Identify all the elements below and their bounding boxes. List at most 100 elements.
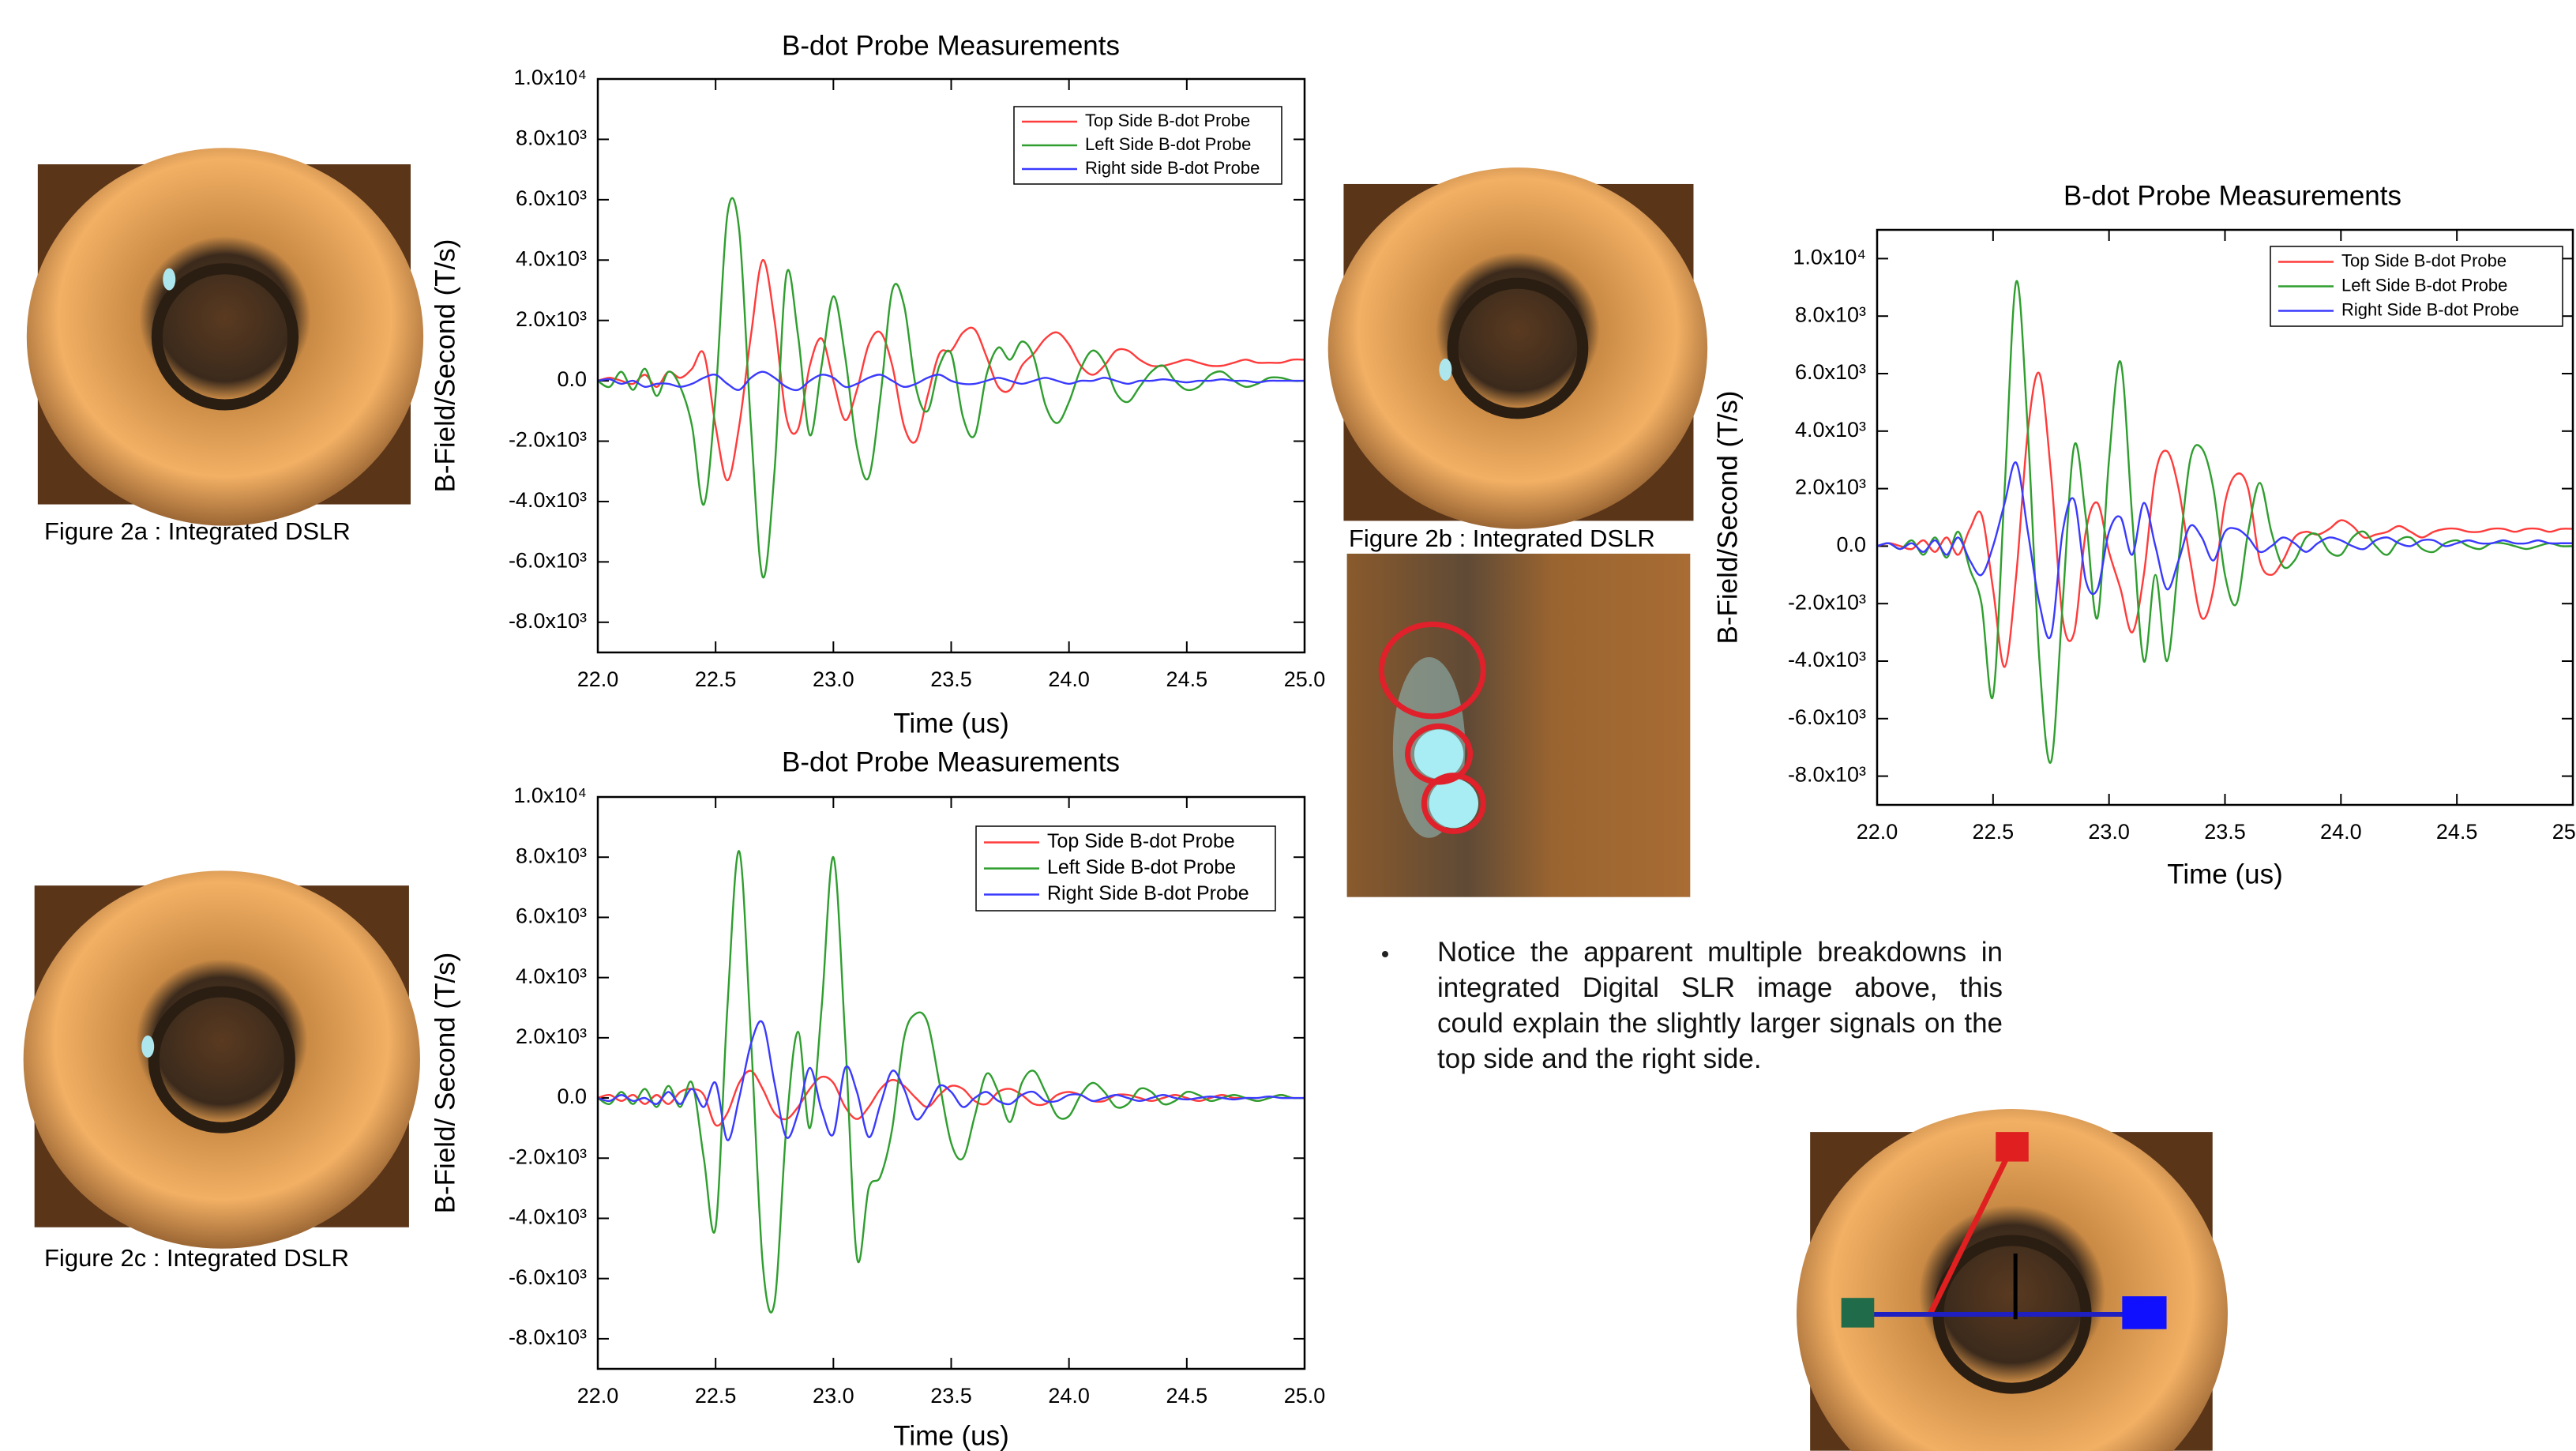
photo-spot — [1439, 359, 1452, 381]
photo-spot — [141, 1035, 155, 1058]
x-tick-label: 23.0 — [813, 1384, 854, 1408]
x-tick-label: 25.0 — [2552, 820, 2576, 844]
series-line — [598, 370, 1305, 392]
legend-label: Top Side B-dot Probe — [1085, 111, 1250, 130]
photo-disk — [26, 148, 424, 526]
legend-label: Top Side B-dot Probe — [2341, 250, 2507, 270]
chart-title: B-dot Probe Measurements — [782, 30, 1120, 61]
x-tick-label: 24.0 — [1048, 667, 1090, 691]
photo — [1797, 1109, 2228, 1451]
x-tick-label: 25.0 — [1284, 1384, 1326, 1408]
x-tick-label: 23.0 — [2088, 820, 2130, 844]
caption: Figure 2b : Integrated DSLR — [1349, 524, 1655, 552]
y-tick-label: -6.0x10³ — [509, 548, 587, 572]
x-tick-label: 22.0 — [577, 667, 619, 691]
photo-disk — [1327, 167, 1708, 529]
x-tick-label: 22.5 — [695, 667, 737, 691]
y-tick-label: 2.0x10³ — [516, 1024, 587, 1048]
chart: B-dot Probe Measurements Time (us) B-Field… — [1712, 180, 2576, 889]
y-tick-label: -6.0x10³ — [509, 1265, 587, 1289]
y-tick-label: 2.0x10³ — [1795, 476, 1866, 499]
photo-disk — [1797, 1109, 2228, 1451]
plot-frame — [596, 77, 1306, 654]
photo-ring — [1447, 277, 1589, 419]
photo — [1327, 167, 1708, 529]
chart-title: B-dot Probe Measurements — [782, 746, 1120, 777]
series-line — [1877, 280, 2573, 764]
plot-frame — [1876, 228, 2574, 806]
breakdown-spot — [1414, 729, 1464, 779]
legend-label: Right Side B-dot Probe — [1047, 882, 1249, 904]
note: Notice the apparent multiple breakdowns … — [1437, 937, 2003, 1074]
series-line — [598, 259, 1305, 482]
y-tick-label: -8.0x10³ — [509, 609, 587, 633]
y-tick-label: 6.0x10³ — [1795, 360, 1866, 384]
photo-ring — [151, 263, 299, 411]
x-tick-label: 23.5 — [930, 667, 972, 691]
photo — [23, 870, 420, 1249]
x-tick-label: 24.0 — [2320, 820, 2362, 844]
marker-green — [1841, 1298, 1875, 1328]
series-line — [1877, 371, 2573, 668]
legend-label: Left Side B-dot Probe — [2341, 275, 2507, 295]
legend-label: Left Side B-dot Probe — [1047, 856, 1236, 878]
y-tick-label: -6.0x10³ — [1788, 705, 1866, 729]
y-tick-label: 8.0x10³ — [516, 126, 587, 150]
chart-title: B-dot Probe Measurements — [2063, 180, 2401, 211]
y-tick-label: -2.0x10³ — [509, 428, 587, 452]
y-tick-label: 1.0x10⁴ — [513, 784, 587, 807]
series-line — [1877, 461, 2573, 640]
y-tick-label: 6.0x10³ — [516, 904, 587, 928]
legend: Top Side B-dot Probe Left Side B-dot Prob… — [1013, 106, 1282, 185]
marker-line — [1927, 1145, 2015, 1316]
plot-area — [1877, 280, 2573, 764]
y-tick-label: -8.0x10³ — [509, 1325, 587, 1349]
x-tick-label: 23.0 — [813, 667, 854, 691]
legend: Top Side B-dot Probe Left Side B-dot Prob… — [975, 825, 1276, 912]
chart: B-dot Probe Measurements Time (us) B-Field… — [430, 30, 1325, 739]
breakdown-circle — [1421, 772, 1486, 834]
x-tick-label: 25.0 — [1284, 667, 1326, 691]
x-axis-label: Time (us) — [893, 1420, 1008, 1451]
series-line — [598, 850, 1305, 1314]
series-line — [598, 1069, 1305, 1127]
x-tick-label: 22.5 — [1973, 820, 2015, 844]
photo-spot — [163, 268, 176, 291]
plot-area — [598, 197, 1305, 579]
marker-red — [1996, 1132, 2029, 1162]
series-line — [598, 197, 1305, 579]
plot-area — [598, 850, 1305, 1314]
legend: Top Side B-dot Probe Left Side B-dot Prob… — [2270, 246, 2563, 327]
y-tick-label: -2.0x10³ — [509, 1145, 587, 1168]
x-tick-label: 22.0 — [577, 1384, 619, 1408]
y-axis-label: B-Field/Second (T/s) — [1712, 391, 1743, 645]
x-tick-label: 22.5 — [695, 1384, 737, 1408]
x-tick-label: 24.5 — [1166, 1384, 1208, 1408]
legend-label: Top Side B-dot Probe — [1047, 830, 1235, 852]
y-tick-label: 8.0x10³ — [1795, 303, 1866, 326]
bullet — [1382, 951, 1388, 957]
x-tick-label: 23.5 — [930, 1384, 972, 1408]
legend-label: Left Side B-dot Probe — [1085, 134, 1251, 154]
legend-label: Right Side B-dot Probe — [2341, 299, 2519, 319]
legend-label: Right side B-dot Probe — [1085, 158, 1260, 178]
plot-frame — [596, 795, 1306, 1370]
y-tick-label: 2.0x10³ — [516, 307, 587, 331]
closeup-photo — [1346, 553, 1691, 897]
y-tick-label: -4.0x10³ — [509, 488, 587, 512]
y-tick-label: 0.0 — [557, 1084, 587, 1108]
y-tick-label: -2.0x10³ — [1788, 590, 1866, 614]
breakdown-circle — [1378, 621, 1486, 720]
y-axis-label: B-Field/Second (T/s) — [430, 239, 460, 493]
y-tick-label: -4.0x10³ — [509, 1205, 587, 1229]
y-tick-label: 1.0x10⁴ — [513, 66, 587, 89]
x-axis-label: Time (us) — [893, 708, 1008, 739]
x-tick-label: 24.5 — [1166, 667, 1208, 691]
y-tick-label: 4.0x10³ — [516, 246, 587, 270]
y-tick-label: 8.0x10³ — [516, 844, 587, 867]
y-tick-label: -8.0x10³ — [1788, 763, 1866, 787]
y-tick-label: 6.0x10³ — [516, 186, 587, 210]
x-tick-label: 22.0 — [1857, 820, 1898, 844]
